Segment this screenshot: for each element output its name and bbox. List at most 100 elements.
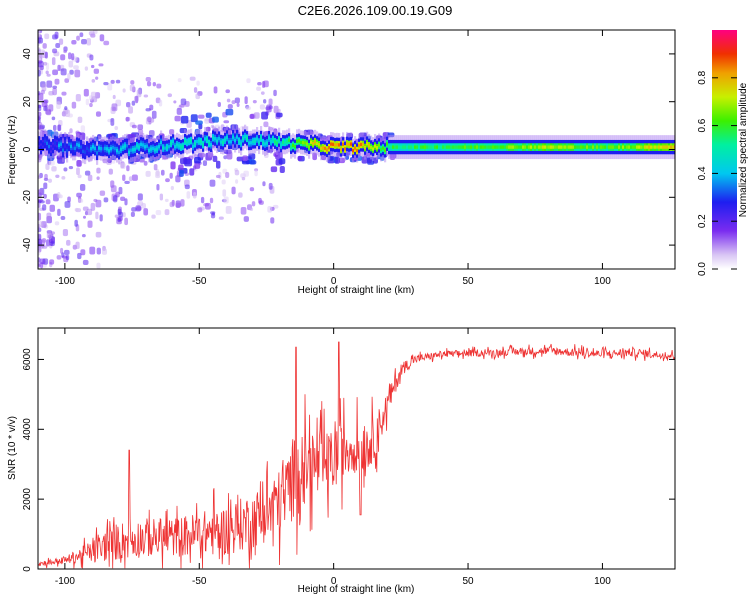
ridge-core-cell <box>352 148 355 153</box>
spectral-noise-cell <box>74 207 79 212</box>
spectral-noise-cell <box>71 40 77 45</box>
snr-ytick-label: 2000 <box>22 488 33 511</box>
spectral-noise-cell <box>38 175 42 179</box>
spectral-noise-cell <box>227 104 233 109</box>
ridge-core-cell <box>434 145 437 149</box>
spectral-noise-cell <box>103 82 109 86</box>
ridge-core-cell <box>108 149 111 153</box>
ridge-core-cell <box>96 151 99 155</box>
ridge-core-cell <box>540 145 543 149</box>
ridge-core-cell <box>170 141 173 146</box>
spectral-noise-cell <box>49 259 55 265</box>
ridge-core-cell <box>416 145 419 149</box>
ridge-core-cell <box>198 139 201 143</box>
ridge-core-cell <box>560 145 563 149</box>
spectral-energy-cell <box>334 156 340 164</box>
spectrogram-xtick-label: 0 <box>331 276 337 287</box>
spectral-energy-cell <box>250 160 257 165</box>
spectral-noise-cell <box>151 110 157 119</box>
spectral-noise-cell <box>75 93 81 102</box>
spectral-noise-cell <box>120 162 126 170</box>
spectrogram-xtick-label: -50 <box>192 276 207 287</box>
ridge-core-cell <box>242 136 245 141</box>
spectral-noise-cell <box>124 198 128 206</box>
ridge-core-cell <box>106 147 109 151</box>
ridge-core-cell <box>340 147 343 152</box>
ridge-core-cell <box>308 145 311 149</box>
snr-xlabel: Height of straight line (km) <box>298 584 415 595</box>
spectral-noise-cell <box>45 199 51 205</box>
spectral-noise-cell <box>99 34 105 42</box>
spectral-noise-cell <box>89 102 93 108</box>
spectral-noise-cell <box>146 81 152 87</box>
spectral-noise-cell <box>253 112 260 119</box>
spectral-noise-cell <box>45 163 50 170</box>
ridge-core-cell <box>576 145 579 149</box>
spectral-noise-cell <box>76 192 82 198</box>
spectrogram-xtick-label: 100 <box>594 276 611 287</box>
spectral-noise-cell <box>55 174 60 178</box>
ridge-core-cell <box>568 145 571 149</box>
ridge-core-cell <box>552 145 555 149</box>
spectral-noise-cell <box>99 214 103 222</box>
ridge-core-cell <box>484 145 487 149</box>
ridge-core-cell <box>456 145 459 149</box>
colorbar-tick-label: 0.0 <box>697 262 708 276</box>
spectral-noise-cell <box>234 169 240 176</box>
ridge-core-cell <box>590 145 593 149</box>
snr-ytick-label: 4000 <box>22 418 33 441</box>
ridge-core-cell <box>386 142 389 146</box>
spectral-noise-cell <box>225 89 230 94</box>
ridge-core-cell <box>622 145 625 149</box>
spectral-noise-cell <box>240 207 247 215</box>
ridge-core-cell <box>186 140 189 145</box>
spectral-noise-cell <box>145 76 151 82</box>
ridge-core-cell <box>342 142 345 147</box>
ridge-core-cell <box>334 143 337 147</box>
spectral-noise-cell <box>257 81 262 86</box>
spectral-noise-cell <box>84 170 91 176</box>
ridge-core-cell <box>66 148 69 153</box>
spectral-noise-cell <box>46 239 50 247</box>
ridge-core-cell <box>366 142 369 146</box>
spectral-noise-cell <box>270 217 275 224</box>
ridge-core-cell <box>178 144 181 148</box>
spectral-noise-cell <box>60 247 64 254</box>
spectral-noise-cell <box>151 214 156 219</box>
spectral-noise-cell <box>252 99 257 104</box>
ridge-core-cell <box>402 145 405 149</box>
ridge-core-cell <box>522 145 525 149</box>
ridge-core-cell <box>634 145 637 149</box>
spectral-noise-cell <box>159 193 164 201</box>
ridge-core-cell <box>544 145 547 149</box>
ridge-core-cell <box>654 145 657 149</box>
ridge-core-cell <box>482 145 485 149</box>
spectral-noise-cell <box>184 184 190 190</box>
spectral-noise-cell <box>60 215 66 220</box>
spectral-noise-cell <box>143 160 148 166</box>
ridge-core-cell <box>454 145 457 149</box>
ridge-core-cell <box>448 145 451 149</box>
spectral-noise-cell <box>267 205 273 213</box>
spectral-noise-cell <box>39 258 46 265</box>
spectral-noise-cell <box>81 233 86 238</box>
spectral-noise-cell <box>258 197 262 204</box>
spectral-noise-cell <box>189 76 196 81</box>
ridge-core-cell <box>218 136 221 141</box>
spectral-noise-cell <box>51 166 57 172</box>
spectrogram-plot: -100 -50 0 50 100 -40 -20 0 20 40 Height of strai… <box>7 29 676 296</box>
ridge-core-cell <box>616 145 619 149</box>
ridge-core-cell <box>194 141 197 146</box>
ridge-core-cell <box>92 145 95 149</box>
spectral-noise-cell <box>71 101 77 109</box>
spectral-noise-cell <box>131 124 137 129</box>
spectral-noise-cell <box>39 239 46 248</box>
colorbar-tick-label: 0.4 <box>697 166 708 180</box>
ridge-core-cell <box>370 145 373 150</box>
ridge-core-cell <box>298 139 301 143</box>
ridge-core-cell <box>606 145 609 149</box>
snr-plot: -100 -50 0 50 100 0 2000 4000 6000 Height of str… <box>7 327 676 595</box>
ridge-core-cell <box>466 145 469 149</box>
spectral-noise-cell <box>268 98 273 106</box>
spectral-noise-cell <box>38 61 44 68</box>
